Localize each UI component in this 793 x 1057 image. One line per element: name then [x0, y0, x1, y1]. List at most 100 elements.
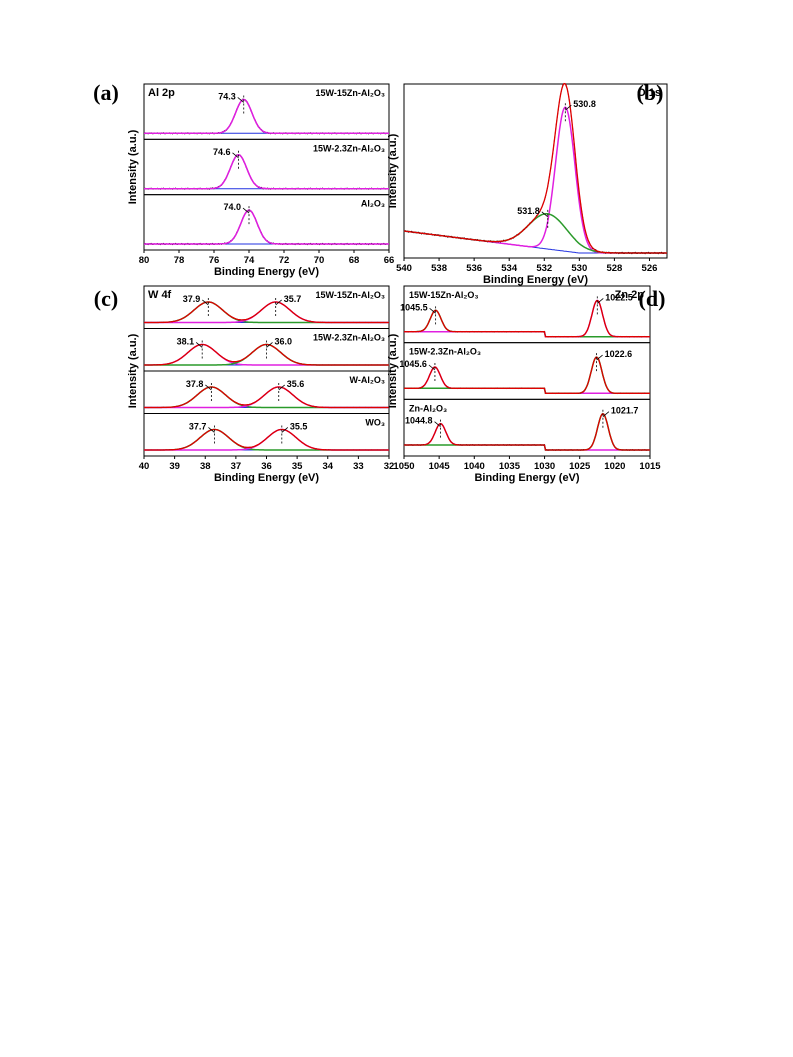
x-tick-label: 1025: [569, 461, 591, 472]
raw-spectrum: [143, 98, 390, 135]
background-line: [403, 230, 667, 254]
component-peak: [403, 106, 667, 254]
x-tick-label: 70: [314, 255, 325, 266]
x-tick-label: 1050: [393, 461, 414, 472]
peak-label: 35.5: [290, 421, 308, 431]
peak-label: 74.6: [213, 147, 231, 157]
peak-pointer: [541, 211, 549, 218]
panel-title: W 4f: [148, 289, 172, 301]
subplot-frame: [403, 398, 651, 457]
peak-pointer: [429, 308, 436, 314]
x-tick-label: 33: [353, 461, 364, 472]
x-tick-label: 1035: [499, 461, 521, 472]
peak-pointer: [602, 411, 610, 418]
peak-label: 37.7: [189, 421, 207, 431]
peak-pointer: [596, 354, 603, 361]
component-peak: [144, 428, 389, 451]
x-tick-label: 1015: [639, 461, 661, 472]
component-peak: [144, 386, 389, 409]
fit-envelope: [404, 299, 650, 338]
peak-pointer: [237, 97, 245, 103]
peak-label: 1022.5: [605, 292, 633, 302]
raw-spectrum: [143, 343, 390, 366]
x-tick-label: 74: [244, 255, 255, 266]
x-tick-label: 530: [571, 263, 587, 274]
x-tick-label: 40: [139, 461, 150, 472]
peak-pointer: [202, 299, 209, 306]
x-axis-title: Binding Energy (eV): [214, 266, 319, 278]
x-tick-label: 540: [396, 263, 412, 274]
x-tick-label: 35: [292, 461, 303, 472]
panel-3: (d)Zn 2p 15W-15Zn-Al₂O₃ 1045.5 1022.5 15W-2.…: [387, 285, 666, 484]
sample-label: Al₂O₃: [361, 199, 385, 209]
panel-letter: (c): [94, 286, 118, 311]
figure-layer: (a) Al 2p 15W-15Zn-Al₂O₃ 74.3 15W-2.3Zn-Al₂O…: [93, 80, 668, 484]
peak-label: 37.8: [186, 379, 204, 389]
x-tick-label: 36: [261, 461, 272, 472]
x-tick-label: 68: [349, 255, 360, 266]
component-peak: [404, 309, 650, 338]
peak-pointer: [266, 342, 273, 348]
raw-spectrum: [143, 428, 390, 451]
peak-label: 1045.6: [399, 359, 427, 369]
sample-label: 15W-15Zn-Al₂O₃: [316, 88, 386, 98]
sample-label: 15W-15Zn-Al₂O₃: [409, 290, 479, 300]
sample-label: Zn-Al₂O₃: [409, 403, 447, 413]
peak-label: 74.3: [218, 91, 236, 101]
x-tick-label: 1030: [534, 461, 555, 472]
peak-pointer: [597, 298, 604, 304]
fit-envelope: [144, 386, 389, 409]
component-peak: [144, 343, 389, 366]
x-tick-label: 39: [169, 461, 180, 472]
sample-label: WO₃: [365, 418, 385, 428]
peak-label: 35.7: [284, 294, 302, 304]
peak-pointer: [278, 384, 286, 391]
component-peak: [144, 386, 389, 409]
component-peak: [144, 98, 389, 135]
peak-pointer: [275, 299, 282, 306]
peak-label: 1045.5: [400, 302, 428, 312]
y-axis-title: Intensity (a.u.): [127, 129, 139, 204]
x-tick-label: 538: [431, 263, 447, 274]
x-tick-label: 34: [322, 461, 333, 472]
raw-spectrum: [143, 154, 390, 190]
x-tick-label: 72: [279, 255, 290, 266]
peak-label: 1044.8: [405, 416, 433, 426]
fit-envelope: [404, 412, 650, 451]
fit-envelope: [404, 356, 650, 394]
x-tick-label: 528: [606, 263, 622, 274]
sample-label: W-Al₂O₃: [350, 375, 385, 385]
peak-label: 1022.6: [605, 349, 633, 359]
x-tick-label: 32: [384, 461, 395, 472]
x-tick-label: 534: [501, 263, 518, 274]
x-tick-label: 38: [200, 461, 211, 472]
peak-pointer: [232, 152, 239, 159]
raw-spectrum: [143, 386, 390, 409]
panel-letter: (d): [639, 286, 666, 311]
peak-pointer: [195, 342, 203, 348]
fit-envelope: [403, 82, 667, 254]
peak-pointer: [242, 207, 250, 214]
y-axis-title: Intensity (a.u.): [127, 333, 139, 408]
peak-label: 36.0: [275, 336, 293, 346]
x-tick-label: 78: [174, 255, 185, 266]
fit-envelope: [144, 428, 389, 451]
component-peak: [144, 343, 389, 366]
fit-envelope: [144, 343, 389, 366]
peak-pointer: [208, 427, 215, 433]
fit-envelope: [144, 98, 389, 134]
component-peak: [144, 428, 389, 451]
component-peak: [404, 366, 650, 395]
peak-label: 531.8: [517, 206, 540, 216]
raw-spectrum: [143, 208, 390, 246]
x-tick-label: 1040: [464, 461, 485, 472]
fit-envelope: [144, 209, 389, 245]
y-axis-title: Intensity (a.u.): [387, 133, 399, 208]
peak-label: 530.8: [573, 99, 596, 109]
panel-letter: (a): [93, 80, 119, 105]
subplot-frame: [403, 83, 668, 259]
peak-pointer: [565, 104, 572, 111]
peak-label: 38.1: [177, 336, 195, 346]
x-tick-label: 37: [231, 461, 242, 472]
